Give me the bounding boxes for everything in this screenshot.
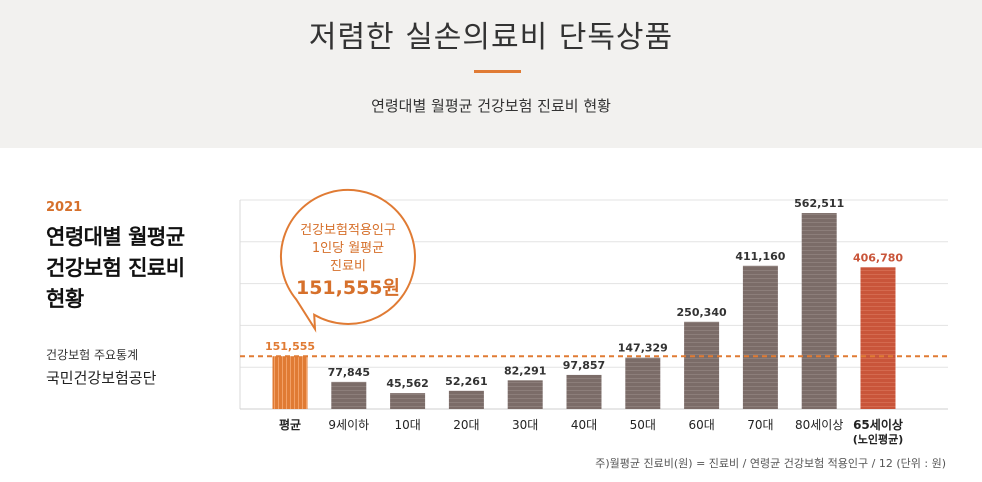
value-label: 151,555	[265, 340, 315, 353]
bar-10	[860, 267, 896, 409]
chart-year: 2021	[46, 200, 83, 215]
title-divider	[474, 70, 521, 73]
category-label: 40대	[571, 418, 597, 432]
category-sublabel: (노인평균)	[853, 432, 904, 446]
callout-line: 진료비	[330, 259, 366, 274]
page-title: 저렴한 실손의료비 단독상품	[308, 20, 674, 55]
category-label: 30대	[512, 418, 538, 432]
value-label: 250,340	[677, 306, 727, 319]
chart-heading-line: 건강보험 진료비	[46, 256, 185, 280]
value-label: 411,160	[735, 250, 785, 263]
callout-line: 1인당 월평균	[312, 241, 384, 256]
bar-0	[272, 356, 308, 409]
value-label: 562,511	[794, 197, 844, 210]
category-label: 70대	[747, 418, 773, 432]
bar-1	[331, 381, 367, 409]
bar-5	[566, 374, 602, 409]
header-band: 저렴한 실손의료비 단독상품 연령대별 월평균 건강보험 진료비 현황	[0, 0, 982, 148]
chart-heading-line: 연령대별 월평균	[46, 225, 185, 249]
bar-4	[507, 380, 543, 409]
category-label: 65세이상	[853, 417, 903, 432]
callout-line: 건강보험적용인구	[300, 223, 396, 238]
category-label: 10대	[394, 418, 420, 432]
source-label: 건강보험 주요통계	[46, 348, 139, 362]
category-label: 60대	[688, 418, 714, 432]
category-label: 50대	[630, 418, 656, 432]
bar-9	[801, 213, 837, 409]
value-label: 82,291	[504, 364, 546, 377]
chart-heading: 연령대별 월평균 건강보험 진료비 현황	[46, 222, 226, 315]
bar-2	[390, 393, 426, 409]
chart-heading-line: 현황	[46, 287, 84, 311]
bar-6	[625, 357, 661, 409]
category-label: 80세이상	[795, 418, 843, 432]
bars: 151,555 평균 77,845 9세이하 45,562 10대 52,261 20대 82,…	[265, 197, 903, 446]
value-label: 406,780	[853, 251, 903, 264]
bar-3	[448, 390, 484, 409]
category-label: 평균	[279, 418, 301, 432]
source-name: 국민건강보험공단	[46, 369, 157, 387]
value-label: 77,845	[328, 366, 370, 379]
callout-value: 151,555원	[296, 277, 400, 299]
footnote: 주)월평균 진료비(원) = 진료비 / 연령균 건강보험 적용인구 / 12 …	[595, 457, 946, 470]
category-label: 20대	[453, 418, 479, 432]
callout-bubble	[279, 189, 416, 333]
bar-8	[742, 265, 778, 409]
bar-7	[684, 321, 720, 409]
value-label: 45,562	[386, 377, 428, 390]
value-label: 97,857	[563, 359, 605, 372]
average-callout: 건강보험적용인구 1인당 월평균 진료비 151,555원	[279, 189, 416, 333]
page-subtitle: 연령대별 월평균 건강보험 진료비 현황	[371, 97, 611, 115]
value-label: 52,261	[445, 375, 487, 388]
category-label: 9세이하	[328, 418, 369, 432]
value-label: 147,329	[618, 342, 668, 355]
